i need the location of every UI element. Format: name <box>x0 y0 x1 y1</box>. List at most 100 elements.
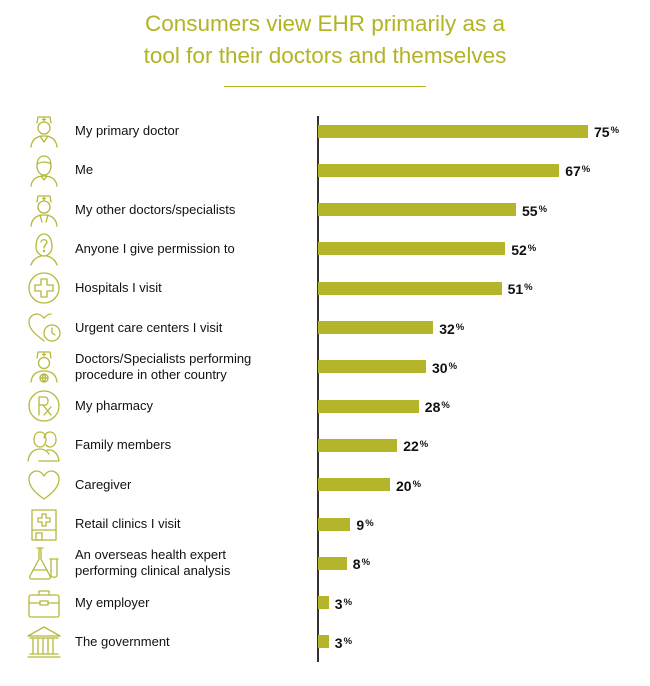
percent-sign: % <box>524 282 533 294</box>
category-label-line: An overseas health expert <box>75 547 227 563</box>
category-label: Family members <box>75 428 310 462</box>
bar <box>318 635 329 649</box>
value-number: 67 <box>565 163 581 180</box>
bar <box>318 399 419 413</box>
value-number: 75 <box>594 124 610 140</box>
category-label-line: My pharmacy <box>75 398 154 414</box>
value-label: 20% <box>396 477 421 494</box>
value-number: 30 <box>432 359 448 376</box>
value-label: 75% <box>594 123 619 140</box>
category-label-line: Doctors/Specialists performing <box>75 350 252 366</box>
value-number: 22 <box>403 438 419 455</box>
value-number: 55 <box>522 202 538 219</box>
category-label: Me <box>75 153 310 187</box>
category-label-line: Anyone I give permission to <box>75 240 235 256</box>
bar <box>318 124 588 138</box>
percent-sign: % <box>538 203 548 215</box>
category-label: My employer <box>75 586 310 620</box>
heart-clock-icon <box>25 310 63 346</box>
value-number: 51 <box>507 281 524 298</box>
value-number: 32 <box>439 320 455 337</box>
percent-sign: % <box>581 164 591 176</box>
value-label: 67% <box>565 162 590 179</box>
category-label: Retail clinics I visit <box>75 507 310 541</box>
value-number: 3 <box>334 634 343 651</box>
category-label: My primary doctor <box>75 114 310 148</box>
question-person-icon <box>25 231 63 267</box>
percent-sign: % <box>419 439 429 451</box>
bar <box>318 321 434 334</box>
value-number: 9 <box>356 517 365 533</box>
bar <box>318 596 329 610</box>
title-underline <box>224 86 426 87</box>
value-number: 28 <box>424 399 441 416</box>
percent-sign: % <box>343 596 353 608</box>
person-icon <box>25 152 63 188</box>
category-label: Urgent care centers I visit <box>75 311 310 345</box>
category-label-line: My other doctors/specialists <box>75 201 236 217</box>
bar <box>318 163 560 177</box>
value-number: 8 <box>352 556 361 573</box>
percent-sign: % <box>365 518 374 529</box>
government-building-icon <box>25 624 63 660</box>
category-label-line: Caregiver <box>75 476 132 492</box>
category-label-line: The government <box>75 633 170 649</box>
category-label: My pharmacy <box>75 389 310 423</box>
lab-flask-icon <box>25 545 63 581</box>
bar <box>318 438 398 452</box>
percent-sign: % <box>343 635 353 647</box>
bar <box>318 360 426 374</box>
value-number: 20 <box>396 477 412 494</box>
value-label: 32% <box>439 320 464 337</box>
category-label-line: Me <box>75 162 94 178</box>
category-label-line: My primary doctor <box>75 123 180 138</box>
percent-sign: % <box>361 557 371 569</box>
value-label: 3% <box>335 595 352 612</box>
hospital-cross-icon <box>25 270 63 306</box>
category-label-line: procedure in other country <box>75 366 227 382</box>
value-label: 55% <box>522 202 547 219</box>
value-label: 51% <box>508 280 533 297</box>
category-label: Caregiver <box>75 468 310 502</box>
heart-icon <box>25 467 63 503</box>
bar <box>318 242 506 256</box>
y-axis-line <box>317 116 319 662</box>
value-number: 52 <box>511 241 527 258</box>
category-label: Anyone I give permission to <box>75 232 310 266</box>
bar <box>318 478 390 492</box>
pharmacy-rx-icon <box>25 388 63 424</box>
value-label: 52% <box>511 241 536 258</box>
chart-title-line-2: tool for their doctors and themselves <box>143 43 507 68</box>
chart-title-line-1: Consumers view EHR primarily as a <box>144 11 506 36</box>
percent-sign: % <box>610 125 620 136</box>
percent-sign: % <box>455 321 465 333</box>
category-label: My other doctors/specialists <box>75 193 310 227</box>
category-label: An overseas health expert performing clin… <box>75 546 310 580</box>
category-label: The government <box>75 625 310 659</box>
category-label: Doctors/Specialists performing procedure … <box>75 350 310 384</box>
value-label: 9% <box>356 516 373 533</box>
value-label: 30% <box>432 359 457 376</box>
category-label-line: performing clinical analysis <box>75 563 231 579</box>
clinic-icon <box>25 506 63 542</box>
family-icon <box>25 427 63 463</box>
value-label: 3% <box>335 634 352 651</box>
chart-title: Consumers view EHR primarily as a tool f… <box>0 8 650 72</box>
category-label-line: Retail clinics I visit <box>75 516 181 531</box>
doctor-icon <box>25 113 63 149</box>
category-label: Hospitals I visit <box>75 271 310 305</box>
bar <box>318 281 502 295</box>
specialist-icon <box>25 192 63 228</box>
bar <box>318 556 347 570</box>
percent-sign: % <box>441 400 450 412</box>
category-label-line: Urgent care centers I visit <box>75 319 223 335</box>
category-label-line: Family members <box>75 437 172 453</box>
bar <box>318 203 516 217</box>
value-number: 3 <box>334 595 343 612</box>
briefcase-icon <box>25 585 63 621</box>
category-label-line: My employer <box>75 594 150 610</box>
percent-sign: % <box>412 478 422 490</box>
category-label-line: Hospitals I visit <box>75 280 162 296</box>
value-label: 28% <box>425 398 450 415</box>
